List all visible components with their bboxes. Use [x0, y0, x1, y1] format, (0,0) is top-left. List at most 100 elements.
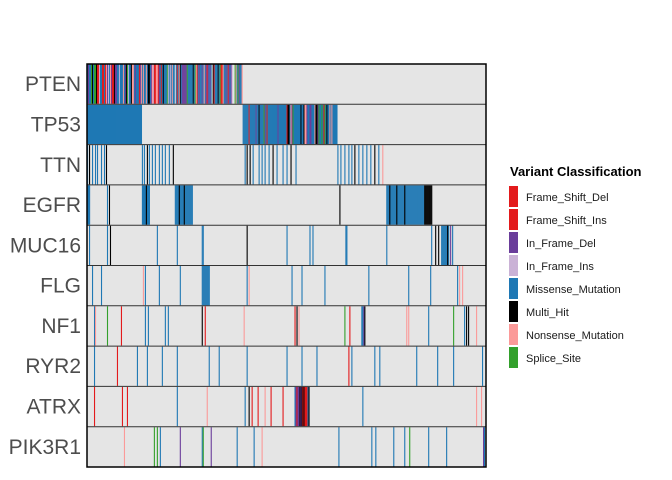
mutation-cell	[348, 145, 350, 185]
mutation-cell	[443, 225, 445, 265]
mutation-cell	[108, 104, 111, 145]
mutation-cell	[264, 104, 266, 145]
mutation-cell	[163, 64, 165, 104]
mutation-cell	[286, 225, 288, 265]
mutation-cell	[447, 225, 449, 265]
mutation-cell	[409, 427, 411, 467]
mutation-cell	[109, 104, 112, 145]
mutation-cell	[257, 104, 259, 145]
mutation-cell	[426, 185, 428, 225]
mutation-cell	[227, 64, 229, 104]
mutation-cell	[139, 64, 142, 104]
mutation-cell	[107, 64, 110, 104]
mutation-cell	[309, 104, 311, 145]
mutation-cell	[157, 64, 159, 104]
mutation-cell	[176, 225, 178, 265]
mutation-cell	[121, 64, 124, 104]
mutation-cell	[105, 104, 108, 145]
mutation-cell	[417, 185, 419, 225]
mutation-cell	[268, 145, 270, 185]
mutation-cell	[320, 104, 322, 145]
mutation-cell	[326, 104, 328, 145]
mutation-cell	[408, 266, 410, 306]
mutation-cell	[101, 104, 104, 145]
mutation-cell	[179, 266, 181, 306]
mutation-cell	[276, 145, 278, 185]
mutation-cell	[147, 64, 149, 104]
mutation-cell	[142, 185, 145, 225]
mutation-cell	[345, 225, 347, 265]
mutation-cell	[286, 104, 288, 145]
mutation-cell	[270, 104, 272, 145]
mutation-cell	[133, 64, 136, 104]
mutation-cell	[304, 104, 306, 145]
mutation-cell	[112, 64, 115, 104]
mutation-cell	[249, 104, 251, 145]
mutation-cell	[264, 386, 266, 427]
mutation-cell	[106, 306, 109, 346]
mutation-cell	[249, 145, 251, 185]
mutation-cell	[116, 104, 119, 145]
mutation-cell	[241, 64, 243, 104]
mutation-cell	[420, 185, 422, 225]
mutation-cell	[174, 64, 176, 104]
mutation-cell	[105, 145, 108, 185]
mutation-cell	[419, 185, 421, 225]
mutation-cell	[314, 104, 316, 145]
mutation-cell	[154, 145, 156, 185]
mutation-cell	[215, 64, 217, 104]
legend-title: Variant Classification	[510, 164, 642, 179]
mutation-cell	[293, 104, 295, 145]
mutation-cell	[181, 185, 183, 225]
mutation-cell	[99, 64, 102, 104]
mutation-cell	[416, 185, 418, 225]
mutation-cell	[415, 185, 417, 225]
legend-label: In_Frame_Ins	[526, 261, 594, 273]
mutation-cell	[292, 104, 294, 145]
mutation-cell	[462, 266, 464, 306]
mutation-cell	[106, 64, 109, 104]
mutation-cell	[206, 386, 208, 427]
mutation-cell	[344, 306, 346, 346]
mutation-cell	[136, 104, 139, 145]
mutation-cell	[187, 64, 189, 104]
mutation-cell	[130, 64, 133, 104]
mutation-cell	[93, 64, 96, 104]
mutation-cell	[389, 185, 391, 225]
legend-swatch	[509, 186, 518, 207]
mutation-cell	[268, 104, 270, 145]
mutation-cell	[172, 145, 174, 185]
mutation-cell	[210, 64, 212, 104]
mutation-cell	[134, 104, 137, 145]
mutation-cell	[328, 104, 330, 145]
mutation-cell	[135, 64, 138, 104]
mutation-cell	[187, 185, 189, 225]
mutation-cell	[138, 64, 141, 104]
gene-label-flg: FLG	[40, 275, 81, 298]
mutation-cell	[213, 64, 215, 104]
mutation-cell	[191, 185, 193, 225]
gene-labels: PTEN TP53 TTN EGFR MUC16 FLG NF1 RYR2 ATRX PIK3R1	[9, 73, 81, 459]
mutation-cell	[409, 185, 411, 225]
mutation-cell	[271, 104, 273, 145]
mutation-cell	[178, 64, 180, 104]
mutation-cell	[306, 386, 308, 427]
mutation-cell	[143, 64, 146, 104]
legend-label: Frame_Shift_Ins	[526, 215, 607, 227]
mutation-cell	[401, 185, 403, 225]
mutation-cell	[211, 64, 213, 104]
mutation-cell	[119, 104, 122, 145]
mutation-cell	[349, 306, 351, 346]
mutation-cell	[149, 64, 151, 104]
mutation-cell	[121, 386, 124, 427]
mutation-cell	[88, 104, 90, 145]
mutation-cell	[101, 64, 104, 104]
mutation-cell	[119, 64, 122, 104]
mutation-cell	[199, 64, 201, 104]
mutation-cell	[468, 306, 470, 346]
mutation-cell	[91, 145, 94, 185]
mutation-cell	[298, 104, 300, 145]
mutation-cell	[146, 346, 148, 386]
mutation-cell	[137, 64, 140, 104]
legend-swatch	[509, 209, 518, 230]
